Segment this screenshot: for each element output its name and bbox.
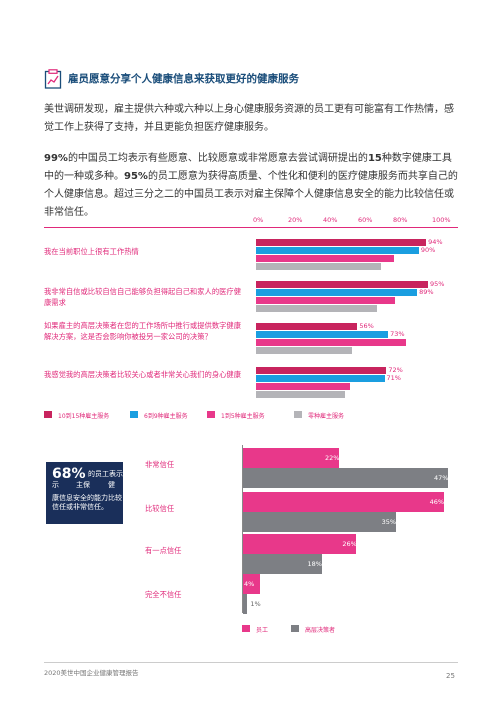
question-label: 如果雇主的高层决策者在您的工作场所中推行或提供数字健康解决方案，这是否会影响你被… (44, 321, 242, 341)
tick-label: 40% (323, 216, 338, 224)
callout-box (46, 462, 123, 524)
trust-bar (243, 594, 248, 614)
bar (256, 263, 381, 270)
bar (256, 375, 385, 382)
bar-value-label: 94% (428, 238, 443, 246)
callout-line: 健 (108, 481, 115, 489)
bar (256, 367, 387, 374)
bar-value-label: 89% (419, 288, 434, 296)
callout-line: 主保 (76, 481, 90, 489)
bar (256, 297, 396, 304)
bar (256, 391, 345, 398)
trust-bar (243, 574, 261, 594)
legend-label: 高层决策者 (305, 627, 336, 634)
tick-label: 100% (432, 216, 451, 224)
callout-line: 康信息安全的能力比较信任或非常信任。 (52, 494, 122, 511)
trust-value-label: 22% (324, 454, 340, 462)
trust-bar (243, 534, 357, 554)
bar (256, 305, 378, 312)
bar-value-label: 95% (429, 280, 445, 288)
tick-label: 0% (253, 216, 264, 224)
legend-label: 员工 (256, 627, 269, 634)
legend-swatch (130, 411, 138, 418)
bar (256, 239, 427, 246)
trust-value-label: 47% (434, 474, 449, 482)
intro-paragraph: 美世调研发现，雇主提供六种或六种以上身心健康服务资源的员工更有可能富有工作热情，… (44, 104, 454, 133)
stat-paragraph: 99%的中国员工均表示有些愿意、比较愿意或非常愿意去尝试调研提出的15种数字健康… (44, 150, 458, 222)
stat-95: 95% (124, 171, 148, 182)
bar (256, 247, 419, 254)
legend-swatch (291, 625, 299, 632)
legend-label: 6到9种雇主服务 (144, 413, 188, 420)
clipboard-chart-icon (44, 69, 62, 89)
question-label: 我非常自信或比较自信自己能够负担得起自己和家人的医疗健康需求 (44, 287, 242, 307)
bar (256, 339, 407, 346)
callout-line-prefix: 示 (52, 481, 59, 489)
legend-label: 1到5种雇主服务 (221, 413, 265, 420)
trust-value-label: 4% (244, 580, 255, 588)
trust-value-label: 26% (342, 540, 357, 548)
tick-label: 80% (393, 216, 408, 224)
stat-text-3: 的员工愿意为获得高质量、个性化和便利的医疗健康服务而共享自己的个人健康信息。超过… (44, 171, 458, 218)
trust-bar (243, 492, 444, 512)
trust-value-label: 1% (250, 600, 261, 608)
question-label: 我在当前职位上很有工作热情 (44, 247, 139, 256)
bar-value-label: 72% (388, 366, 403, 374)
bar-value-label: 73% (390, 330, 405, 338)
bar (256, 255, 394, 262)
trust-value-label: 35% (381, 518, 397, 526)
trust-bar (243, 554, 322, 574)
legend-swatch (44, 411, 52, 418)
legend-swatch (242, 625, 250, 632)
bar (256, 281, 428, 288)
axis-rule (44, 227, 458, 228)
trust-category: 有一点信任 (145, 546, 182, 555)
trust-category: 完全不信任 (145, 590, 182, 599)
legend-swatch (207, 411, 215, 418)
footer-report-title: 2020美世中国企业健康管理报告 (44, 669, 139, 677)
stat-text-2: 种数字健康工具中的一种或多种。 (44, 153, 452, 182)
bar (256, 383, 351, 390)
question-label: 我感觉我的高层决策者比较关心或者非常关心我们的身心健康 (44, 370, 242, 379)
trust-bar (243, 468, 448, 488)
footer-rule (44, 662, 458, 663)
bar (256, 289, 418, 296)
legend-label: 10到15种雇主服务 (58, 413, 110, 420)
trust-category: 非常信任 (145, 460, 175, 469)
stat-15: 15 (367, 153, 382, 164)
trust-value-label: 46% (429, 498, 445, 506)
trust-chart-axis (242, 445, 243, 613)
page-number: 25 (446, 672, 455, 680)
trust-category: 比较信任 (145, 504, 175, 513)
callout-line: 的员工表示 (88, 470, 123, 478)
stat-text-1: 的中国员工均表示有些愿意、比较愿意或非常愿意去尝试调研提出的 (67, 153, 368, 164)
legend-swatch (294, 411, 302, 418)
bar-value-label: 90% (420, 246, 436, 254)
bar-value-label: 71% (386, 374, 401, 382)
trust-bar (243, 512, 396, 532)
trust-bar (243, 448, 339, 468)
bar-value-label: 56% (359, 322, 374, 330)
section-title: 雇员愿意分享个人健康信息来获取更好的健康服务 (68, 73, 299, 85)
legend-label: 零种雇主服务 (308, 413, 345, 420)
bar (256, 347, 352, 354)
callout-percent: 68% (52, 466, 86, 482)
stat-99: 99% (44, 153, 68, 164)
tick-label: 60% (358, 216, 373, 224)
trust-value-label: 18% (307, 560, 322, 568)
tick-label: 20% (288, 216, 303, 224)
bar (256, 331, 389, 338)
bar (256, 323, 358, 330)
